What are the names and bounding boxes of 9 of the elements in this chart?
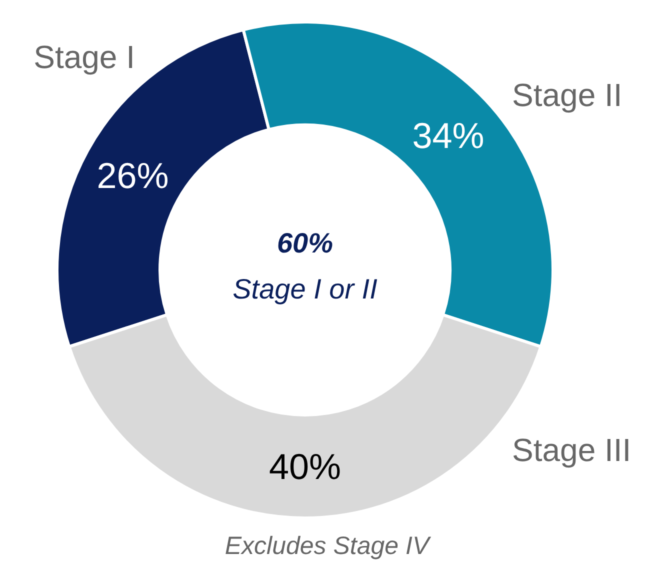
data-label: 26% xyxy=(96,154,169,196)
slice-label: Stage II xyxy=(512,77,622,113)
text: 60% xyxy=(276,228,334,258)
data-label: 34% xyxy=(412,114,484,156)
text: Stage I or II xyxy=(232,274,378,304)
slice-label: Stage I xyxy=(34,39,135,75)
slice-label: Stage III xyxy=(512,432,632,468)
data-label: 40% xyxy=(268,446,342,487)
text: Excludes Stage IV xyxy=(224,532,432,560)
